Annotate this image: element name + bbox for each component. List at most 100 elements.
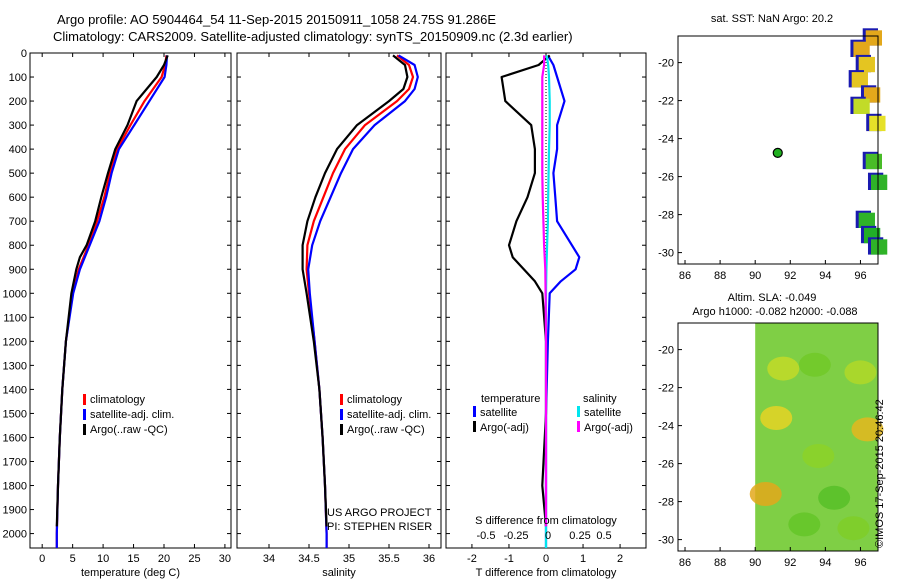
map-ytick-label: -24 (658, 421, 674, 433)
map-xtick-label: 90 (749, 270, 761, 282)
map-ytick-label: -22 (658, 383, 674, 395)
annotation-project: US ARGO PROJECT (327, 507, 432, 519)
depth-tick-label: 300 (9, 120, 27, 132)
depth-tick-label: 1200 (3, 336, 27, 348)
series-line-temperature-satellite (544, 54, 581, 548)
depth-tick-label: 1800 (3, 481, 27, 493)
x-tick-label: 35.5 (378, 553, 399, 565)
legend-label: climatology (347, 394, 403, 406)
legend-title-temperature: temperature (481, 393, 540, 405)
legend-swatch (340, 424, 343, 435)
sst-cell (865, 153, 882, 170)
sla-anomaly-patch (818, 485, 851, 510)
legend-label: satellite-adj. clim. (347, 409, 431, 421)
sla-anomaly-patch (837, 516, 870, 541)
x-tick-label: 15 (127, 553, 139, 565)
map-frame (677, 35, 879, 265)
legend-label: climatology (90, 394, 146, 406)
legend-swatch (83, 409, 86, 420)
map-ytick-label: -30 (658, 248, 674, 260)
x-tick-label: 30 (219, 553, 231, 565)
figure-title-line1: Argo profile: AO 5904464_54 11-Sep-2015 … (57, 12, 496, 27)
legend-swatch (340, 409, 343, 420)
legend-swatch (83, 424, 86, 435)
x-tick-label: -2 (467, 553, 477, 565)
depth-tick-label: 1000 (3, 288, 27, 300)
depth-tick-label: 500 (9, 168, 27, 180)
depth-tick-label: 1700 (3, 456, 27, 468)
map-ytick-label: -26 (658, 459, 674, 471)
map-frame (677, 322, 879, 552)
map-xtick-label: 94 (819, 557, 831, 569)
legend-swatch (473, 406, 476, 417)
legend-swatch (340, 394, 343, 405)
x-tick-label: 20 (158, 553, 170, 565)
map-ytick-label: -26 (658, 172, 674, 184)
imos-timestamp: ©IMOS 17-Sep-2015 20:46:42 (874, 399, 886, 548)
sla-map-group (749, 323, 884, 551)
map-xtick-label: 96 (854, 270, 866, 282)
sla-anomaly-patch (760, 406, 793, 430)
legend-label: Argo(-adj) (584, 422, 633, 434)
depth-tick-label: 700 (9, 216, 27, 228)
depth-tick-label: 200 (9, 96, 27, 108)
legend-label: satellite-adj. clim. (90, 409, 174, 421)
figure-title-line2: Climatology: CARS2009. Satellite-adjuste… (53, 29, 573, 44)
sst-cell (869, 115, 886, 132)
x-axis-label: T difference from climatology (476, 567, 617, 579)
sla-anomaly-patch (851, 417, 884, 442)
sst-cell (870, 239, 888, 255)
legend-label: Argo(-adj) (480, 422, 529, 434)
legend-label: Argo(..raw -QC) (347, 424, 425, 436)
depth-tick-label: 1900 (3, 505, 27, 517)
legend-swatch (577, 421, 580, 432)
x-axis-label: salinity (322, 567, 356, 579)
secondary-tick-label: -0.5 (477, 530, 496, 542)
depth-tick-label: 900 (9, 264, 27, 276)
secondary-axis-label: S difference from climatology (475, 515, 617, 527)
depth-tick-label: 0 (21, 48, 27, 60)
map-xtick-label: 86 (679, 557, 691, 569)
sst-cell (851, 72, 868, 88)
map-xtick-label: 92 (784, 557, 796, 569)
map-xtick-label: 94 (819, 270, 831, 282)
panel-frame-2 (236, 52, 442, 549)
depth-tick-label: 2000 (3, 529, 27, 541)
sst-map-group (848, 28, 888, 255)
depth-tick-label: 1100 (3, 312, 27, 324)
series-line-argo-raw-qc- (55, 55, 169, 527)
x-tick-label: 0 (543, 553, 549, 565)
depth-tick-label: 600 (9, 192, 27, 204)
legend-swatch (83, 394, 86, 405)
series-line-salinity-argo-adj- (541, 55, 548, 527)
depth-tick-label: 1400 (3, 384, 27, 396)
map-ytick-label: -24 (658, 134, 674, 146)
legend-label: Argo(..raw -QC) (90, 424, 168, 436)
x-axis-label: temperature (deg C) (81, 567, 180, 579)
sla-anomaly-patch (798, 352, 831, 377)
secondary-tick-label: 0 (545, 530, 551, 542)
secondary-tick-label: 0.5 (596, 530, 611, 542)
depth-tick-label: 1300 (3, 360, 27, 372)
x-tick-label: 10 (97, 553, 109, 565)
legend-title-salinity: salinity (583, 393, 617, 405)
legend-label: satellite (584, 407, 621, 419)
sla-anomaly-patch (844, 360, 877, 385)
sla-map-title-line1: Altim. SLA: -0.049 (728, 292, 817, 304)
secondary-tick-label: -0.25 (503, 530, 528, 542)
map-ytick-label: -28 (658, 210, 674, 222)
x-tick-label: 0 (39, 553, 45, 565)
x-tick-label: 5 (70, 553, 76, 565)
sst-cell (853, 98, 870, 114)
series-line-climatology (305, 54, 415, 548)
series-line-satellite-adj-clim- (55, 55, 169, 548)
legend-label: satellite (480, 407, 517, 419)
secondary-tick-label: 0.25 (569, 530, 590, 542)
panel-frame-1 (29, 52, 232, 549)
sla-anomaly-patch (749, 482, 782, 506)
sst-cell (853, 41, 870, 57)
x-tick-label: 35 (343, 553, 355, 565)
legend-swatch (577, 406, 580, 417)
depth-tick-label: 400 (9, 144, 27, 156)
